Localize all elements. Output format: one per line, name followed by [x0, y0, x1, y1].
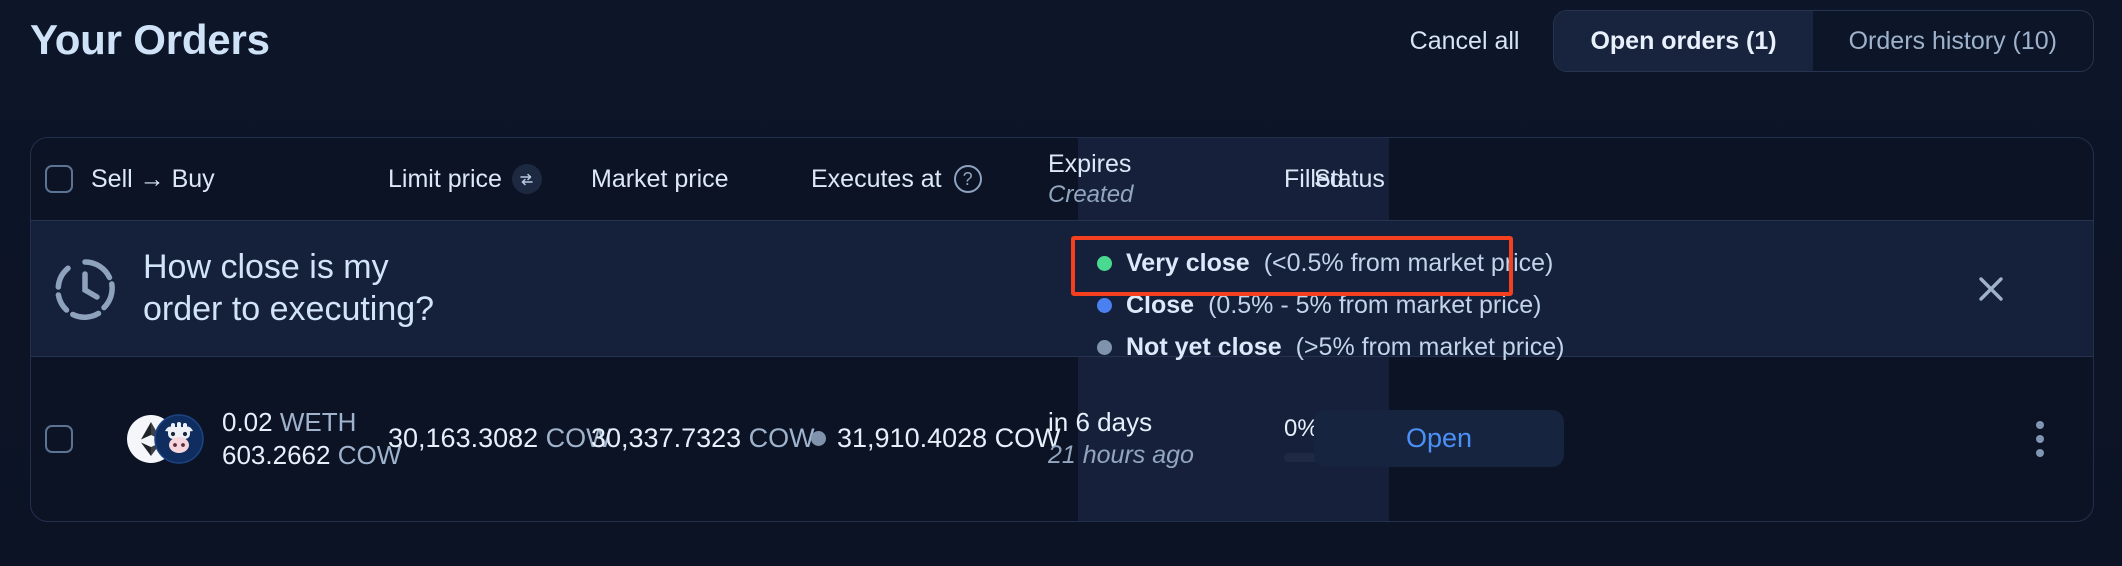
legend-desc-very-close: (<0.5% from market price) — [1263, 249, 1554, 277]
legend-item-close: Close (0.5% - 5% from market price) — [1097, 289, 1564, 322]
column-header-sell-buy: Sell → Buy — [91, 164, 215, 193]
legend-label-very-close: Very close — [1126, 249, 1250, 277]
token-pair-icons — [126, 413, 204, 464]
swap-icon[interactable] — [511, 164, 542, 194]
orders-table-card: Sell → Buy Limit price Market price Exec… — [30, 137, 2094, 522]
buy-amount: 603.2662 — [222, 439, 331, 470]
executes-at-value-group: 31,910.4028 COW — [811, 423, 1061, 454]
header-actions: Cancel all Open orders (1) Orders histor… — [1406, 10, 2094, 72]
legend-dot-close — [1097, 298, 1112, 313]
select-all-checkbox[interactable] — [45, 165, 73, 193]
legend-label-close: Close — [1126, 291, 1195, 319]
column-header-limit-price: Limit price — [388, 138, 542, 220]
order-closeness-banner: How close is my order to executing? Very… — [31, 220, 2093, 361]
row-select-checkbox[interactable] — [45, 424, 73, 453]
executes-at-status-dot — [811, 431, 826, 446]
legend-dot-not-yet-close — [1097, 340, 1112, 355]
help-icon[interactable]: ? — [953, 165, 982, 193]
column-header-limit-price-label: Limit price — [388, 164, 502, 193]
row-select-cell — [45, 357, 73, 520]
page-header: Your Orders Cancel all Open orders (1) O… — [0, 0, 2122, 96]
legend-item-not-yet-close: Not yet close (>5% from market price) — [1097, 331, 1564, 364]
closeness-legend: Very close (<0.5% from market price) Clo… — [1070, 236, 1564, 364]
legend-dot-very-close — [1097, 256, 1112, 271]
tab-open-orders[interactable]: Open orders (1) — [1554, 11, 1813, 71]
executes-at-cell: 31,910.4028 COW — [811, 357, 1061, 520]
column-header-expires: Expires Created — [1048, 138, 1133, 220]
tab-orders-history[interactable]: Orders history (10) — [1813, 11, 2093, 71]
buy-amount-line: 603.2662 COW — [222, 440, 401, 471]
sell-amount: 0.02 — [222, 406, 273, 437]
column-header-executes-at: Executes at ? — [811, 138, 982, 220]
market-price-line: 30,337.7323 COW — [591, 423, 815, 454]
created-ago: 21 hours ago — [1048, 441, 1194, 469]
legend-desc-not-yet-close: (>5% from market price) — [1295, 333, 1565, 361]
column-header-expires-label: Expires — [1048, 149, 1132, 178]
sell-symbol: WETH — [279, 406, 357, 437]
orders-tabs: Open orders (1) Orders history (10) — [1553, 10, 2094, 72]
column-header-created-label: Created — [1048, 180, 1134, 208]
legend-item-very-close: Very close (<0.5% from market price) — [1070, 236, 1564, 296]
market-price-symbol: COW — [748, 423, 815, 453]
cancel-all-button[interactable]: Cancel all — [1406, 19, 1524, 64]
market-price-value: 30,337.7323 — [591, 423, 742, 453]
sell-buy-cell: 0.02 WETH 603.2662 COW — [126, 357, 401, 520]
column-header-status: Status — [1314, 164, 1385, 193]
executes-at-value: 31,910.4028 COW — [837, 423, 1061, 453]
expires-in: in 6 days — [1048, 407, 1153, 437]
cow-token-icon — [154, 413, 204, 464]
market-price-cell: 30,337.7323 COW — [591, 357, 815, 520]
column-header-executes-at-label: Executes at — [811, 164, 942, 193]
sell-amount-line: 0.02 WETH — [222, 407, 401, 438]
limit-price-value: 30,163.3082 — [388, 423, 539, 453]
amounts-group: 0.02 WETH 603.2662 COW — [222, 407, 401, 471]
table-row[interactable]: 0.02 WETH 603.2662 COW 30,163.3082 COW — [31, 357, 2093, 520]
row-menu-cell — [2026, 357, 2054, 520]
status-badge-open-button[interactable]: Open — [1314, 410, 1564, 467]
clock-icon — [53, 257, 117, 321]
limit-price-cell: 30,163.3082 COW — [388, 357, 612, 520]
expires-group: in 6 days 21 hours ago — [1048, 407, 1194, 470]
limit-price-line: 30,163.3082 COW — [388, 423, 612, 454]
table-header-row: Sell → Buy Limit price Market price Exec… — [31, 138, 2093, 220]
column-header-market-price: Market price — [591, 164, 729, 193]
select-all-cell — [45, 138, 73, 220]
page-title: Your Orders — [30, 16, 270, 63]
limit-price-symbol: COW — [545, 423, 612, 453]
banner-heading-group: How close is my order to executing? — [53, 221, 434, 356]
close-icon[interactable] — [1971, 269, 2011, 309]
expires-cell: in 6 days 21 hours ago — [1048, 357, 1194, 520]
legend-desc-close: (0.5% - 5% from market price) — [1208, 291, 1542, 319]
status-cell: Open — [1314, 357, 1564, 520]
banner-title: How close is my order to executing? — [143, 248, 435, 328]
buy-symbol: COW — [337, 439, 402, 470]
legend-label-not-yet-close: Not yet close — [1126, 333, 1282, 361]
kebab-menu-icon[interactable] — [2026, 415, 2054, 463]
